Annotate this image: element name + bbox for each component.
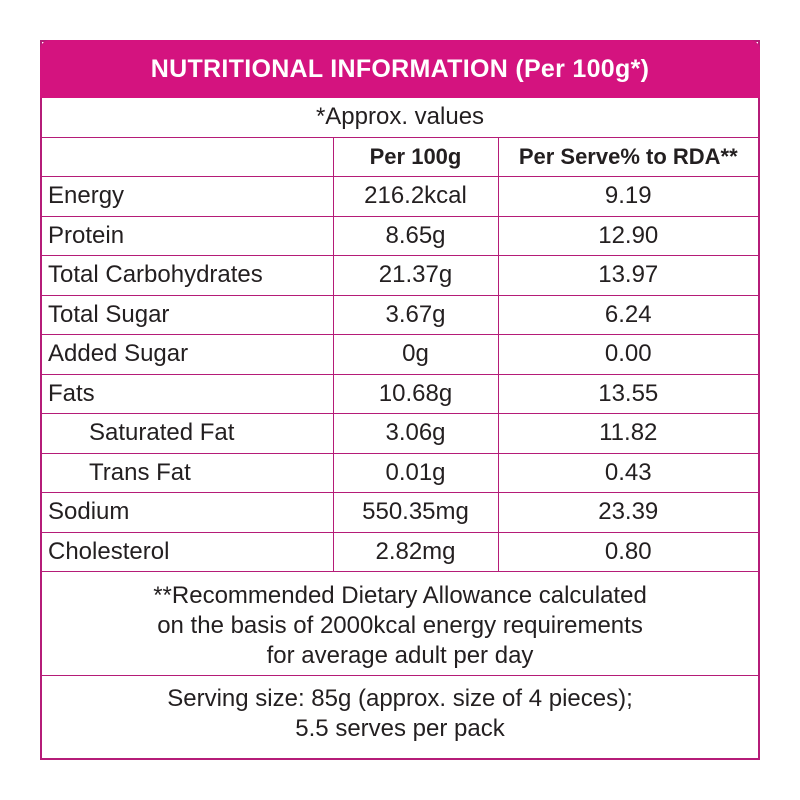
nutrient-name: Energy bbox=[42, 176, 334, 217]
nutrient-name: Fats bbox=[42, 373, 334, 414]
rda-value: 13.97 bbox=[497, 255, 758, 296]
table-row: Total Sugar 3.67g 6.24 bbox=[42, 294, 758, 335]
rda-value: 13.55 bbox=[497, 373, 758, 414]
nutrient-name: Cholesterol bbox=[42, 531, 334, 572]
table-row: Sodium 550.35mg 23.39 bbox=[42, 492, 758, 533]
nutrient-name: Sodium bbox=[42, 492, 334, 533]
nutrient-name: Added Sugar bbox=[42, 334, 334, 375]
per-100g-value: 3.67g bbox=[332, 294, 499, 335]
approx-row: *Approx. values bbox=[42, 98, 758, 138]
per-100g-value: 3.06g bbox=[332, 413, 499, 454]
nutrient-name: Trans Fat bbox=[42, 452, 334, 493]
serving-info: Serving size: 85g (approx. size of 4 pie… bbox=[42, 676, 758, 744]
rda-value: 9.19 bbox=[497, 176, 758, 217]
table-row: Cholesterol 2.82mg 0.80 bbox=[42, 531, 758, 572]
nutrition-table: *Approx. values Per 100g Per Serve% to R… bbox=[42, 98, 758, 572]
table-row: Total Carbohydrates 21.37g 13.97 bbox=[42, 255, 758, 296]
rda-footnote: **Recommended Dietary Allowance calculat… bbox=[42, 572, 758, 676]
footnote-line: on the basis of 2000kcal energy requirem… bbox=[157, 612, 643, 639]
serving-size-text: Serving size: 85g (approx. size of 4 pie… bbox=[167, 685, 633, 712]
per-100g-value: 10.68g bbox=[332, 373, 499, 414]
table-row: Protein 8.65g 12.90 bbox=[42, 215, 758, 256]
panel-title: NUTRITIONAL INFORMATION (Per 100g*) bbox=[40, 40, 760, 98]
per-100g-value: 0g bbox=[332, 334, 499, 375]
rda-value: 6.24 bbox=[497, 294, 758, 335]
per-100g-value: 550.35mg bbox=[332, 492, 499, 533]
approx-note: *Approx. values bbox=[42, 98, 758, 138]
per-100g-value: 216.2kcal bbox=[332, 176, 499, 217]
nutrient-name: Saturated Fat bbox=[42, 413, 334, 454]
column-header-nutrient bbox=[42, 136, 334, 177]
nutrient-name: Total Carbohydrates bbox=[42, 255, 334, 296]
table-row: Saturated Fat 3.06g 11.82 bbox=[42, 413, 758, 454]
per-100g-value: 2.82mg bbox=[332, 531, 499, 572]
column-header-per-100g: Per 100g bbox=[332, 136, 499, 177]
column-header-rda: Per Serve% to RDA** bbox=[497, 136, 758, 177]
nutrient-name: Total Sugar bbox=[42, 294, 334, 335]
footnote-line: **Recommended Dietary Allowance calculat… bbox=[153, 582, 647, 609]
serves-per-pack-text: 5.5 serves per pack bbox=[295, 715, 505, 742]
rda-value: 11.82 bbox=[497, 413, 758, 454]
rda-value: 0.80 bbox=[497, 531, 758, 572]
rda-value: 12.90 bbox=[497, 215, 758, 256]
rda-value: 23.39 bbox=[497, 492, 758, 533]
rda-value: 0.00 bbox=[497, 334, 758, 375]
per-100g-value: 8.65g bbox=[332, 215, 499, 256]
table-row: Added Sugar 0g 0.00 bbox=[42, 334, 758, 375]
per-100g-value: 0.01g bbox=[332, 452, 499, 493]
column-header-row: Per 100g Per Serve% to RDA** bbox=[42, 136, 758, 177]
table-row: Energy 216.2kcal 9.19 bbox=[42, 176, 758, 217]
per-100g-value: 21.37g bbox=[332, 255, 499, 296]
nutrition-panel: NUTRITIONAL INFORMATION (Per 100g*) *App… bbox=[40, 40, 760, 760]
table-row: Trans Fat 0.01g 0.43 bbox=[42, 452, 758, 493]
footnote-line: for average adult per day bbox=[266, 642, 534, 669]
nutrient-name: Protein bbox=[42, 215, 334, 256]
nutrition-table-body: *Approx. values Per 100g Per Serve% to R… bbox=[42, 98, 758, 572]
table-row: Fats 10.68g 13.55 bbox=[42, 373, 758, 414]
rda-value: 0.43 bbox=[497, 452, 758, 493]
